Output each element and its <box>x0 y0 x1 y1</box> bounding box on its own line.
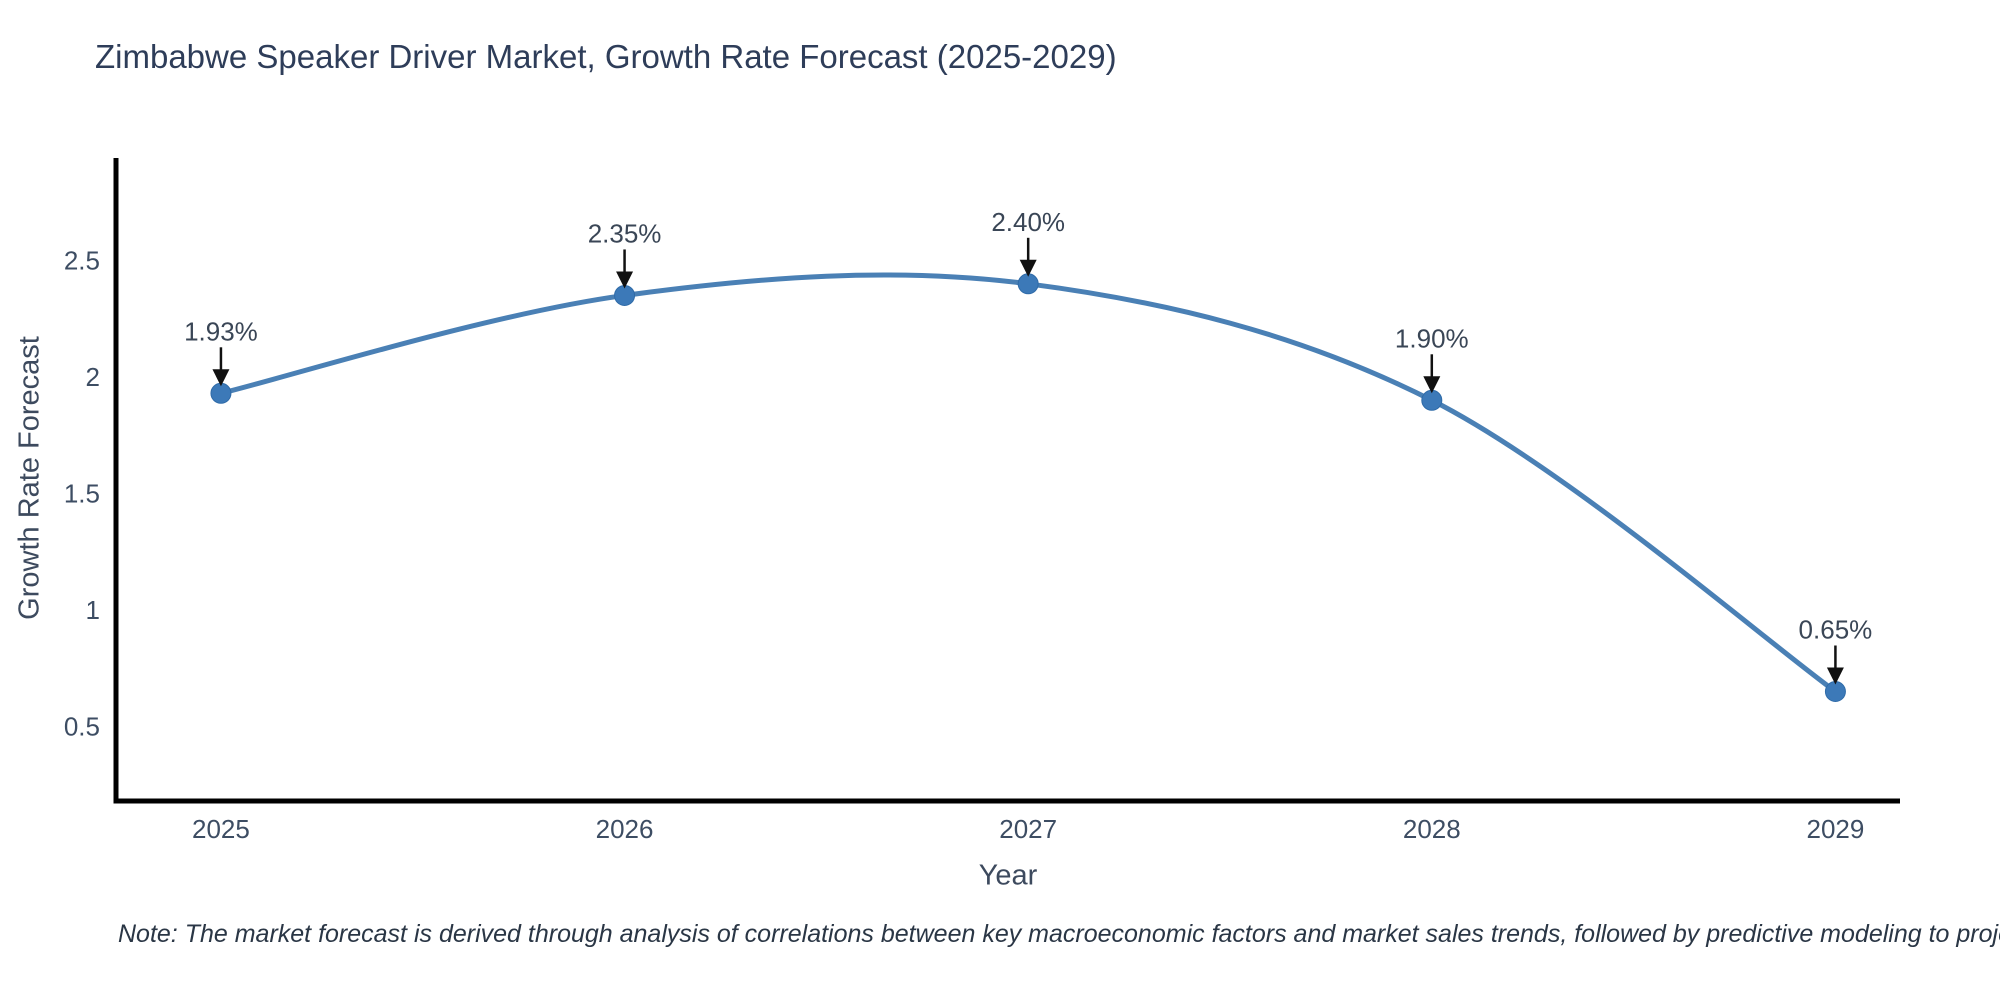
x-axis-title: Year <box>978 859 1038 892</box>
y-tick-label: 2.5 <box>64 246 100 276</box>
annotation-arrowhead <box>1826 667 1844 685</box>
annotation-arrowhead <box>1423 376 1441 394</box>
annotation-arrowhead <box>1019 259 1037 277</box>
y-axis-title: Growth Rate Forecast <box>13 336 46 620</box>
y-tick-label: 2 <box>86 362 100 392</box>
x-tick-label: 2028 <box>1403 814 1461 844</box>
y-tick-label: 0.5 <box>64 711 100 741</box>
footnote: Note: The market forecast is derived thr… <box>118 920 2000 948</box>
point-annotation-label: 0.65% <box>1799 615 1873 645</box>
x-tick-label: 2025 <box>192 814 250 844</box>
annotation-arrowhead <box>212 369 230 387</box>
point-annotation-label: 2.35% <box>588 218 662 248</box>
x-tick-label: 2026 <box>596 814 654 844</box>
x-tick-label: 2027 <box>999 814 1057 844</box>
point-annotation-label: 1.90% <box>1395 323 1469 353</box>
chart-title: Zimbabwe Speaker Driver Market, Growth R… <box>95 38 1117 75</box>
point-annotation-label: 2.40% <box>991 207 1065 237</box>
point-annotation-label: 1.93% <box>184 316 258 346</box>
trend-line <box>218 272 1838 695</box>
y-tick-label: 1.5 <box>64 478 100 508</box>
y-tick-label: 1 <box>86 595 100 625</box>
annotation-arrowhead <box>616 271 634 289</box>
x-tick-label: 2029 <box>1806 814 1864 844</box>
